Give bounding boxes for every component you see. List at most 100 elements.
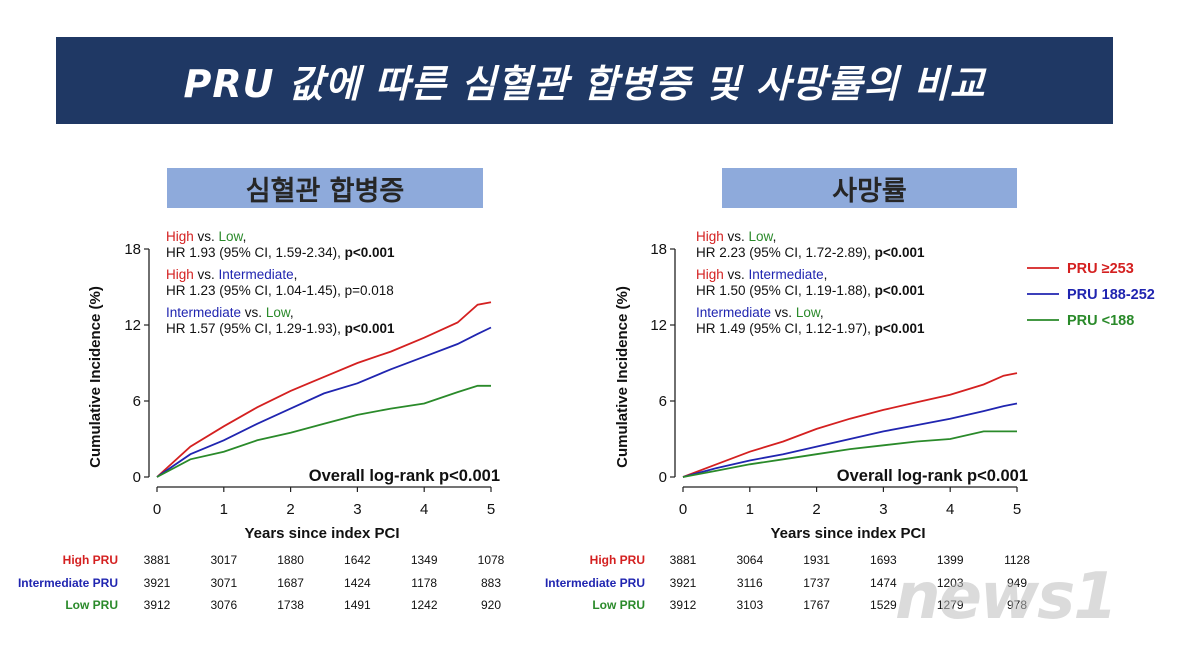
hazard-ratio-text: HR 1.93 (95% CI, 1.59-2.34), p<0.001 bbox=[166, 245, 395, 260]
x-tick-label: 5 bbox=[487, 501, 495, 518]
risk-count: 883 bbox=[480, 576, 502, 590]
y-tick-label: 12 bbox=[124, 317, 141, 334]
risk-count: 1931 bbox=[803, 553, 830, 567]
panel-title-text: 사망률 bbox=[832, 175, 907, 207]
risk-count: 3071 bbox=[210, 576, 238, 590]
risk-count: 1491 bbox=[344, 598, 371, 612]
risk-count: 3921 bbox=[669, 576, 697, 590]
series-line-low bbox=[682, 430, 1017, 478]
risk-count: 978 bbox=[1006, 598, 1028, 612]
y-tick-label: 12 bbox=[650, 317, 667, 334]
risk-count: 1178 bbox=[411, 576, 438, 590]
x-tick-label: 0 bbox=[679, 501, 687, 518]
hazard-ratio-text: HR 1.23 (95% CI, 1.04-1.45), p=0.018 bbox=[166, 283, 394, 298]
y-tick-label: 0 bbox=[133, 469, 141, 486]
y-axis-label: Cumulative Incidence (%) bbox=[614, 286, 631, 468]
y-tick-label: 6 bbox=[659, 393, 667, 410]
x-tick-label: 0 bbox=[153, 501, 161, 518]
risk-count: 1737 bbox=[803, 576, 830, 590]
comparison-label: High vs. Low, bbox=[696, 229, 776, 244]
x-tick-label: 2 bbox=[812, 501, 820, 518]
risk-count: 3912 bbox=[143, 598, 171, 612]
overall-logrank-text: Overall log-rank p<0.001 bbox=[837, 467, 1028, 485]
y-axis-label: Cumulative Incidence (%) bbox=[87, 286, 104, 468]
risk-count: 1128 bbox=[1004, 553, 1030, 567]
x-tick-label: 1 bbox=[220, 501, 228, 518]
page-title-banner: PRU 값에 따른 심혈관 합병증 및 사망률의 비교 bbox=[56, 37, 1113, 124]
risk-row-label: Intermediate PRU bbox=[544, 576, 645, 590]
risk-count: 3103 bbox=[736, 598, 764, 612]
legend: PRU ≥253 PRU 188-252 PRU <188 bbox=[1027, 261, 1155, 329]
risk-row-label: High PRU bbox=[589, 553, 645, 567]
hazard-ratio-text: HR 1.57 (95% CI, 1.29-1.93), p<0.001 bbox=[166, 321, 395, 336]
hazard-ratio-text: HR 1.49 (95% CI, 1.12-1.97), p<0.001 bbox=[696, 321, 925, 336]
comparison-label: High vs. Intermediate, bbox=[166, 267, 297, 282]
panel-title-text: 심혈관 합병증 bbox=[245, 175, 405, 207]
comparison-label: High vs. Low, bbox=[166, 229, 246, 244]
risk-row-label: Low PRU bbox=[65, 598, 118, 612]
risk-count: 1767 bbox=[803, 598, 830, 612]
risk-row-label: Intermediate PRU bbox=[17, 576, 118, 590]
risk-count: 920 bbox=[480, 598, 502, 612]
y-tick-label: 18 bbox=[124, 241, 141, 258]
series-line-high bbox=[682, 372, 1018, 478]
risk-row-label: Low PRU bbox=[592, 598, 645, 612]
risk-count: 3912 bbox=[669, 598, 697, 612]
risk-count: 3017 bbox=[210, 553, 238, 567]
page-title: PRU 값에 따른 심혈관 합병증 및 사망률의 비교 bbox=[183, 62, 986, 106]
risk-count: 3076 bbox=[210, 598, 238, 612]
comparison-label: Intermediate vs. Low, bbox=[166, 305, 294, 320]
risk-count: 1424 bbox=[344, 576, 371, 590]
risk-count: 1279 bbox=[936, 598, 964, 612]
x-axis-label: Years since index PCI bbox=[244, 525, 399, 542]
series-line-high bbox=[156, 301, 492, 478]
x-tick-label: 4 bbox=[946, 501, 954, 518]
y-tick-label: 0 bbox=[659, 469, 667, 486]
risk-count: 1738 bbox=[277, 598, 304, 612]
x-tick-label: 2 bbox=[286, 501, 294, 518]
risk-count: 1242 bbox=[410, 598, 438, 612]
hazard-ratio-text: HR 2.23 (95% CI, 1.72-2.89), p<0.001 bbox=[696, 245, 925, 260]
risk-count: 1349 bbox=[410, 553, 438, 567]
legend-label: PRU ≥253 bbox=[1067, 261, 1134, 277]
risk-count: 1693 bbox=[870, 553, 897, 567]
x-axis-label: Years since index PCI bbox=[770, 525, 925, 542]
series-line-intermediate bbox=[156, 326, 492, 478]
risk-count: 1474 bbox=[870, 576, 897, 590]
comparison-label: High vs. Intermediate, bbox=[696, 267, 827, 282]
y-tick-label: 18 bbox=[650, 241, 667, 258]
risk-count: 1399 bbox=[936, 553, 964, 567]
series-line-low bbox=[156, 384, 491, 478]
risk-count: 1642 bbox=[344, 553, 371, 567]
overall-logrank-text: Overall log-rank p<0.001 bbox=[309, 467, 500, 485]
x-tick-label: 1 bbox=[746, 501, 754, 518]
risk-count: 3116 bbox=[736, 576, 763, 590]
risk-row-label: High PRU bbox=[62, 553, 118, 567]
risk-count: 1880 bbox=[277, 553, 304, 567]
risk-count: 1687 bbox=[277, 576, 304, 590]
risk-count: 3921 bbox=[143, 576, 171, 590]
legend-label: PRU <188 bbox=[1067, 313, 1134, 329]
comparison-label: Intermediate vs. Low, bbox=[696, 305, 824, 320]
panel-title-mortality: 사망률 bbox=[722, 168, 1017, 208]
risk-count: 1529 bbox=[870, 598, 897, 612]
news1-watermark-logo: news1 bbox=[895, 560, 1118, 634]
risk-count: 949 bbox=[1006, 576, 1028, 590]
risk-count: 1203 bbox=[936, 576, 964, 590]
risk-count: 3064 bbox=[736, 553, 764, 567]
x-tick-label: 3 bbox=[353, 501, 361, 518]
y-tick-label: 6 bbox=[133, 393, 141, 410]
hazard-ratio-text: HR 1.50 (95% CI, 1.19-1.88), p<0.001 bbox=[696, 283, 925, 298]
panel-title-cardiovascular: 심혈관 합병증 bbox=[167, 168, 483, 208]
legend-label: PRU 188-252 bbox=[1067, 287, 1155, 303]
x-tick-label: 4 bbox=[420, 501, 428, 518]
risk-count: 1078 bbox=[477, 553, 505, 567]
risk-count: 3881 bbox=[143, 553, 171, 567]
risk-count: 3881 bbox=[669, 553, 697, 567]
x-tick-label: 5 bbox=[1013, 501, 1021, 518]
series-line-intermediate bbox=[682, 402, 1018, 478]
x-tick-label: 3 bbox=[879, 501, 887, 518]
